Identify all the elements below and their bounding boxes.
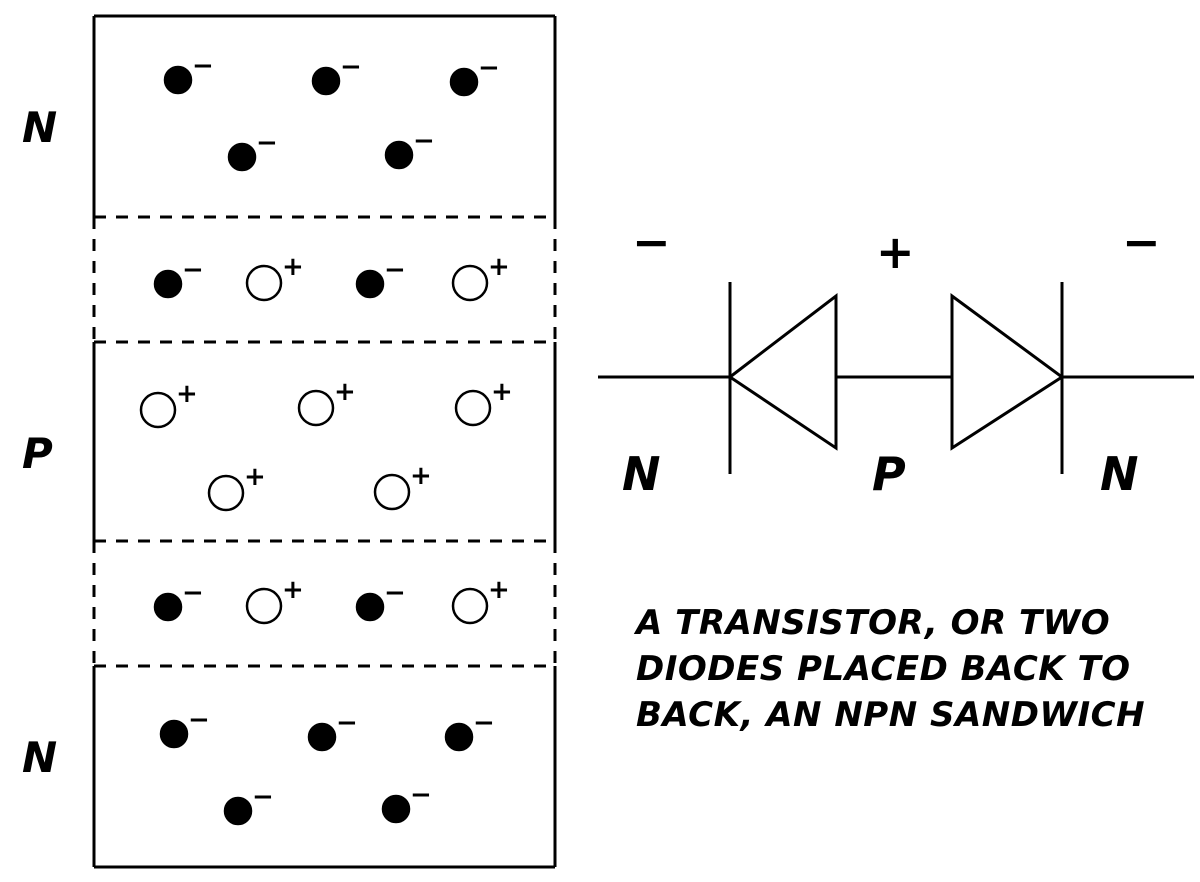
electron-dot xyxy=(307,722,337,752)
electron-dot xyxy=(227,142,257,172)
electron-charge-sign: − xyxy=(384,578,406,608)
polarity-left: − xyxy=(632,215,671,269)
hole-circle xyxy=(245,587,283,625)
hole-charge-sign: + xyxy=(491,377,513,407)
hole-circle xyxy=(139,391,177,429)
caption: A TRANSISTOR, OR TWO DIODES PLACED BACK … xyxy=(636,600,1176,738)
electron-dot xyxy=(384,140,414,170)
electron-dot xyxy=(223,796,253,826)
hole-circle xyxy=(451,264,489,302)
hole-circle xyxy=(451,587,489,625)
hole-circle xyxy=(297,389,335,427)
electron-charge-sign: − xyxy=(252,782,274,812)
electron-dot xyxy=(355,269,385,299)
electron-dot xyxy=(449,67,479,97)
electron-charge-sign: − xyxy=(182,255,204,285)
hole-charge-sign: + xyxy=(244,462,266,492)
electron-dot xyxy=(153,269,183,299)
electron-charge-sign: − xyxy=(182,578,204,608)
hole-charge-sign: + xyxy=(176,379,198,409)
electron-charge-sign: − xyxy=(410,780,432,810)
electron-dot xyxy=(163,65,193,95)
electron-charge-sign: − xyxy=(473,708,495,738)
hole-charge-sign: + xyxy=(334,377,356,407)
hole-charge-sign: + xyxy=(410,461,432,491)
electron-charge-sign: − xyxy=(336,708,358,738)
hole-charge-sign: + xyxy=(282,575,304,605)
layer-label-bottom-n: N xyxy=(22,733,57,782)
charge-carriers: − − − − − − + − + + + + + + − + − + − − − − − xyxy=(139,51,513,826)
caption-line-3: BACK, AN NPN SANDWICH xyxy=(636,695,1146,735)
left-diode-triangle xyxy=(727,292,838,451)
right-diode-triangle xyxy=(950,293,1065,451)
electron-charge-sign: − xyxy=(478,53,500,83)
semiconductor-block xyxy=(92,14,557,869)
caption-line-1: A TRANSISTOR, OR TWO xyxy=(636,603,1111,643)
hole-charge-sign: + xyxy=(282,252,304,282)
hole-circle xyxy=(454,389,492,427)
electron-dot xyxy=(381,794,411,824)
electron-dot xyxy=(444,722,474,752)
hole-charge-sign: + xyxy=(488,252,510,282)
caption-line-2: DIODES PLACED BACK TO xyxy=(636,649,1131,689)
electron-charge-sign: − xyxy=(413,126,435,156)
electron-dot xyxy=(311,66,341,96)
electron-charge-sign: − xyxy=(188,705,210,735)
back-to-back-diodes xyxy=(598,282,1194,474)
junction-dashed-lines xyxy=(92,215,557,668)
electron-charge-sign: − xyxy=(192,51,214,81)
polarity-right: − xyxy=(1122,215,1161,269)
region-label-left-n: N xyxy=(622,447,661,501)
electron-dot xyxy=(159,719,189,749)
hole-circle xyxy=(245,264,283,302)
region-label-p: P xyxy=(872,447,906,501)
electron-dot xyxy=(153,592,183,622)
layer-label-top-n: N xyxy=(22,103,57,152)
electron-charge-sign: − xyxy=(256,128,278,158)
hole-circle xyxy=(373,473,411,511)
layer-label-p: P xyxy=(22,429,53,478)
electron-charge-sign: − xyxy=(384,255,406,285)
electron-charge-sign: − xyxy=(340,52,362,82)
region-label-right-n: N xyxy=(1100,447,1139,501)
hole-charge-sign: + xyxy=(488,575,510,605)
polarity-middle: + xyxy=(876,225,915,279)
electron-dot xyxy=(355,592,385,622)
hole-circle xyxy=(207,474,245,512)
